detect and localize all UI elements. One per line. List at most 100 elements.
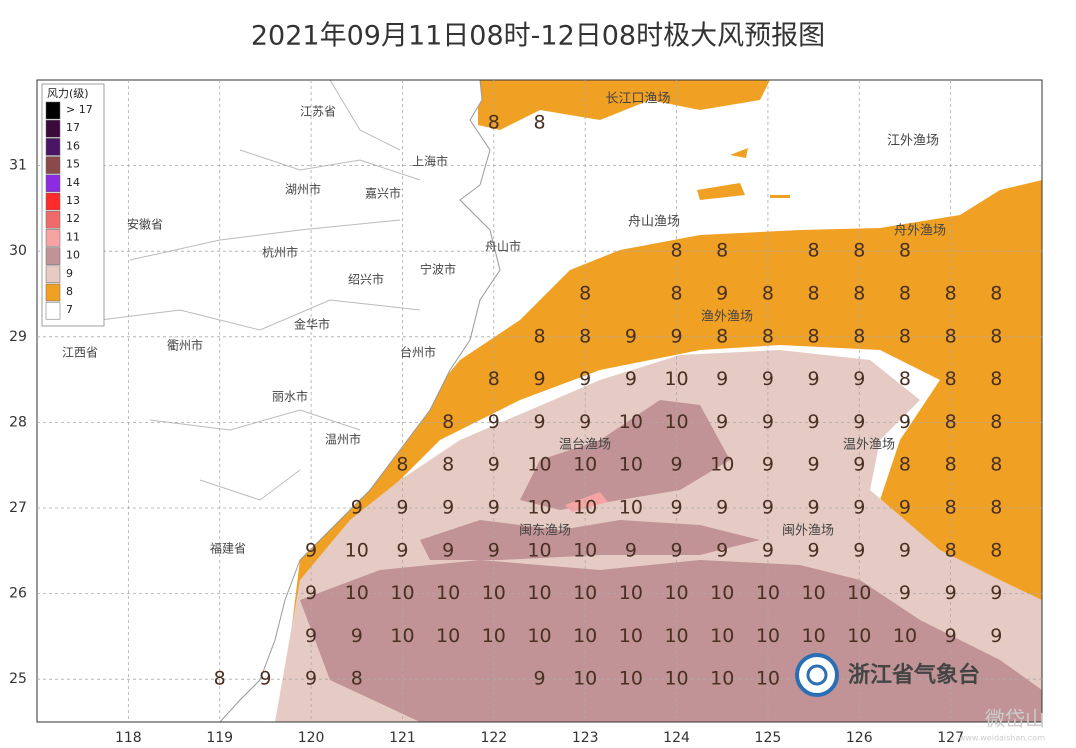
place-label: 绍兴市	[348, 272, 384, 287]
legend-swatch	[45, 192, 61, 211]
wind-value: 9	[716, 539, 728, 561]
lon-tick-label: 124	[663, 730, 690, 746]
fishery-label: 温台渔场	[559, 438, 611, 453]
legend-swatch	[45, 119, 61, 138]
wind-value: 10	[710, 582, 734, 604]
wind-value: 8	[670, 283, 682, 305]
wind-value: 8	[716, 240, 728, 262]
legend-swatch	[45, 283, 61, 302]
wind-value: 10	[664, 668, 688, 690]
wind-value: 8	[990, 539, 1002, 561]
lon-tick-label: 122	[480, 730, 507, 746]
place-label: 湖州市	[285, 182, 321, 197]
wind-value: 8	[396, 454, 408, 476]
wind-value: 9	[305, 582, 317, 604]
wind-value: 10	[390, 625, 414, 647]
wind-value: 10	[710, 668, 734, 690]
wind-value: 8	[945, 411, 957, 433]
place-label: 嘉兴市	[365, 186, 401, 201]
wind-value: 9	[716, 368, 728, 390]
lat-tick-label: 31	[9, 158, 27, 174]
wind-value: 10	[619, 668, 643, 690]
wind-value: 9	[716, 411, 728, 433]
wind-value: 10	[664, 625, 688, 647]
wind-value: 10	[619, 582, 643, 604]
wind-value: 8	[899, 368, 911, 390]
legend-label: 9	[66, 267, 73, 280]
wind-value: 10	[710, 625, 734, 647]
fishery-label: 舟山渔场	[628, 215, 680, 230]
wind-value: 8	[808, 325, 820, 347]
lon-tick-label: 121	[389, 730, 416, 746]
wind-value: 9	[808, 497, 820, 519]
wind-value: 8	[488, 368, 500, 390]
wind-value: 10	[345, 539, 369, 561]
wind-value: 9	[625, 368, 637, 390]
wind-value: 9	[899, 497, 911, 519]
legend-title: 风力(级)	[47, 87, 89, 100]
wind-value: 8	[670, 240, 682, 262]
place-label: 舟山市	[485, 239, 521, 254]
wind-value: 8	[990, 411, 1002, 433]
wind-value: 10	[527, 625, 551, 647]
wind-value: 9	[533, 668, 545, 690]
logo-text: 浙江省气象台	[848, 662, 980, 688]
lat-tick-label: 29	[9, 329, 27, 345]
wind-value: 10	[482, 625, 506, 647]
fishery-label: 长江口渔场	[605, 92, 670, 107]
wind-value: 9	[899, 539, 911, 561]
lon-tick-label: 120	[298, 730, 325, 746]
wind-value: 9	[351, 497, 363, 519]
wind-value: 10	[527, 454, 551, 476]
wind-value: 8	[945, 368, 957, 390]
wind-value: 8	[808, 283, 820, 305]
legend-label: 12	[66, 212, 80, 225]
wind-value: 10	[527, 582, 551, 604]
wind-value: 9	[670, 497, 682, 519]
legend-swatch	[45, 229, 61, 247]
lon-tick-label: 126	[846, 730, 873, 746]
wind-value: 9	[762, 539, 774, 561]
legend-label: 10	[66, 249, 80, 262]
wind-value: 9	[853, 539, 865, 561]
wind-value: 9	[853, 368, 865, 390]
wind-value: 9	[670, 454, 682, 476]
wind-value: 9	[899, 582, 911, 604]
wind-value: 9	[762, 368, 774, 390]
lat-tick-label: 28	[9, 414, 27, 430]
legend-label: 13	[66, 194, 80, 207]
wind-value: 9	[396, 539, 408, 561]
wind-value: 10	[893, 625, 917, 647]
wind-value: 9	[853, 411, 865, 433]
wind-value: 9	[716, 497, 728, 519]
wind-value: 10	[801, 625, 825, 647]
lon-tick-label: 123	[572, 730, 599, 746]
wind-value: 8	[853, 283, 865, 305]
wind-value: 9	[488, 454, 500, 476]
wind-value: 9	[945, 582, 957, 604]
wind-value: 10	[436, 625, 460, 647]
lon-tick-label: 118	[115, 730, 142, 746]
lon-tick-label: 119	[206, 730, 233, 746]
wind-value: 9	[625, 539, 637, 561]
lon-tick-label: 125	[755, 730, 782, 746]
place-label: 衢州市	[167, 338, 203, 353]
place-label: 台州市	[400, 345, 436, 360]
lat-tick-label: 27	[9, 500, 27, 516]
wind-value: 9	[945, 625, 957, 647]
fishery-label: 舟外渔场	[894, 224, 946, 239]
wind-value: 8	[990, 454, 1002, 476]
legend-label: 7	[66, 303, 73, 316]
wind-value: 10	[664, 411, 688, 433]
wind-value: 8	[853, 325, 865, 347]
wind-value: 8	[214, 668, 226, 690]
wind-value: 8	[442, 454, 454, 476]
legend-swatch	[45, 247, 61, 265]
fishery-label: 温外渔场	[843, 438, 895, 453]
wind-value: 10	[801, 582, 825, 604]
place-label: 安徽省	[127, 217, 163, 232]
wind-value: 9	[990, 625, 1002, 647]
wind-value: 10	[664, 368, 688, 390]
wind-value: 9	[442, 539, 454, 561]
title: 2021年09月11日08时-12日08时极大风预报图	[251, 21, 825, 52]
